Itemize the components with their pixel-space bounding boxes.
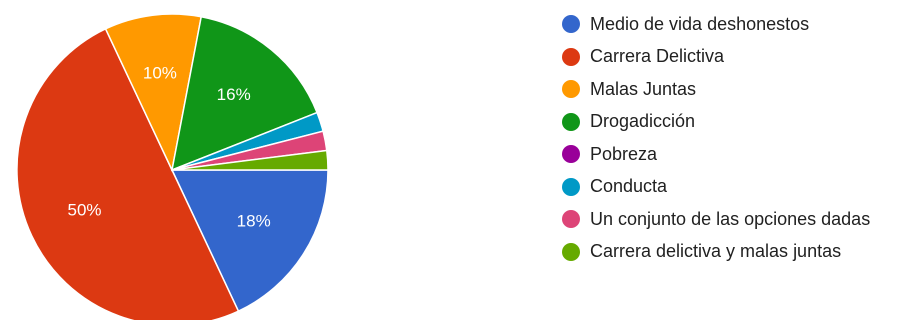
pie-slice[interactable] xyxy=(171,15,319,172)
legend-label: Carrera delictiva y malas juntas xyxy=(590,241,842,262)
pie-slice[interactable] xyxy=(16,27,240,320)
legend-label: Pobreza xyxy=(590,143,658,164)
legend-item[interactable]: Pobreza xyxy=(562,138,923,171)
slice-data-label: 10% xyxy=(143,63,177,82)
legend-swatch xyxy=(562,80,580,99)
legend-item[interactable]: Un conjunto de las opciones dadas xyxy=(562,203,923,236)
legend-label: Un conjunto de las opciones dadas xyxy=(590,208,871,229)
legend-label: Drogadicción xyxy=(590,111,696,132)
legend-swatch xyxy=(562,177,580,196)
legend-item[interactable]: Carrera delictiva y malas juntas xyxy=(562,236,923,269)
legend-swatch xyxy=(562,210,580,229)
legend-label: Malas Juntas xyxy=(590,78,697,99)
legend-item[interactable]: Medio de vida deshonestos xyxy=(562,8,923,41)
pie-slice[interactable] xyxy=(171,149,329,171)
legend-item[interactable]: Malas Juntas xyxy=(562,73,923,106)
legend-swatch xyxy=(562,15,580,34)
legend-item[interactable]: Carrera Delictiva xyxy=(562,41,923,74)
legend-swatch xyxy=(562,242,580,261)
slice-data-label: 18% xyxy=(237,211,271,230)
legend-swatch xyxy=(562,47,580,66)
legend-swatch xyxy=(562,145,580,164)
legend-label: Carrera Delictiva xyxy=(590,46,725,67)
legend-item[interactable]: Drogadicción xyxy=(562,106,923,139)
legend-swatch xyxy=(562,112,580,131)
legend-item[interactable]: Conducta xyxy=(562,171,923,204)
pie-slice[interactable] xyxy=(104,13,203,173)
slice-data-label: 16% xyxy=(217,85,251,104)
pie-chart: 18% 50% 10% 16% xyxy=(16,13,329,320)
legend-label: Conducta xyxy=(590,176,668,197)
legend-label: Medio de vida deshonestos xyxy=(590,13,810,34)
pie-slice[interactable] xyxy=(170,169,329,313)
chart-legend: Medio de vida deshonestos Carrera Delict… xyxy=(562,8,923,268)
slice-data-label: 50% xyxy=(67,201,101,220)
